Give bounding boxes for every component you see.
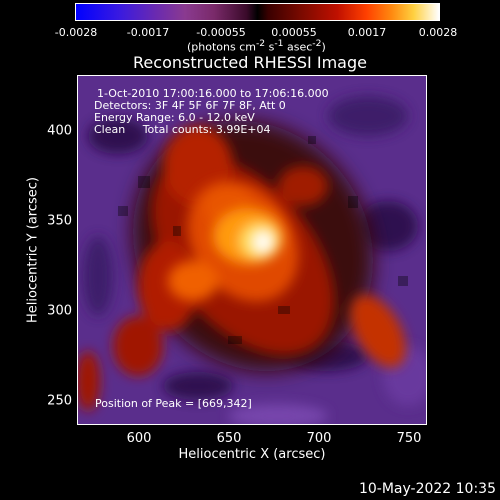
rhessi-image	[77, 75, 427, 425]
timestamp: 10-May-2022 10:35	[358, 481, 496, 497]
x-axis-label: Heliocentric X (arcsec)	[178, 447, 326, 462]
colorbar-tick: -0.00055	[196, 26, 246, 39]
rhessi-image-raster	[78, 76, 426, 424]
x-tick: 600	[126, 431, 152, 446]
annotation-detectors: Detectors: 3F 4F 5F 6F 7F 8F, Att 0	[94, 99, 286, 112]
y-tick: 250	[47, 393, 72, 409]
plot-title: Reconstructed RHESSI Image	[133, 53, 367, 72]
colorbar-tick: 0.00055	[271, 26, 317, 39]
annotation-energy: Energy Range: 6.0 - 12.0 keV	[94, 111, 255, 124]
x-tick: 700	[306, 431, 332, 446]
x-tick: 650	[216, 431, 242, 446]
annotation-time: 1-Oct-2010 17:00:16.000 to 17:06:16.000	[97, 87, 329, 100]
colorbar-units: (photons cm-2 s-1 asec-2)	[187, 38, 326, 54]
x-tick: 750	[396, 431, 422, 446]
annotation-peak: Position of Peak = [669,342]	[95, 397, 252, 410]
annotation-clean: Clean Total counts: 3.99E+04	[94, 123, 271, 136]
y-tick: 400	[47, 123, 72, 139]
colorbar-tick: 0.0017	[347, 26, 387, 39]
colorbar-tick: -0.0017	[126, 26, 170, 39]
colorbar-tick: 0.0028	[418, 26, 458, 39]
y-tick: 350	[47, 213, 72, 229]
y-axis-label: Heliocentric Y (arcsec)	[25, 177, 41, 323]
colorbar-tick: -0.0028	[54, 26, 98, 39]
y-tick: 300	[47, 303, 72, 319]
colorbar	[75, 3, 440, 21]
